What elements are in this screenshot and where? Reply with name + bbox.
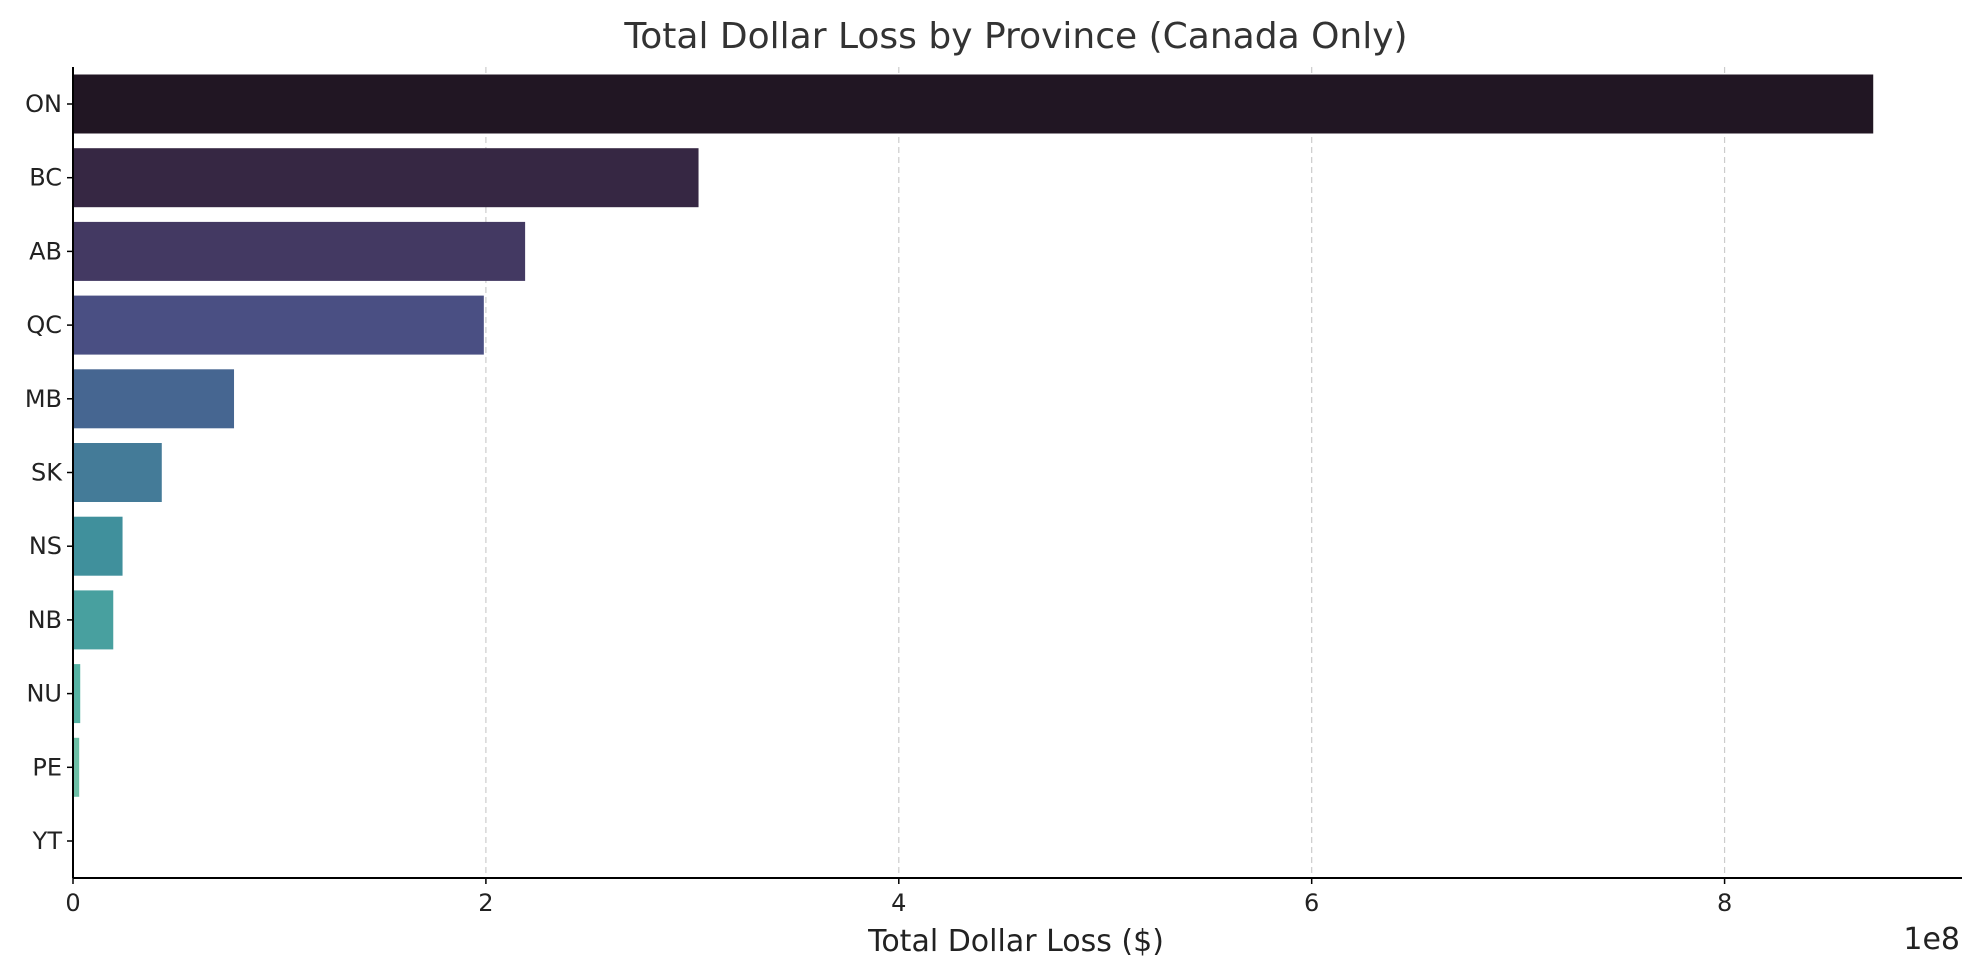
x-axis-label: Total Dollar Loss ($) xyxy=(867,924,1164,959)
y-tick-label-nb: NB xyxy=(28,606,62,634)
bars xyxy=(73,74,1874,871)
bar-ab xyxy=(73,221,526,281)
grid-lines xyxy=(485,67,1726,878)
bar-nu xyxy=(73,664,81,724)
bar-qc xyxy=(73,295,484,355)
x-tick-label-8: 8 xyxy=(1717,889,1732,917)
y-tick-label-on: ON xyxy=(25,90,62,118)
y-tick-label-pe: PE xyxy=(32,753,62,781)
axes: ON BC AB QC MB SK NS NB NU PE YT 0 2 4 6 8 xyxy=(25,67,1962,917)
bar-pe xyxy=(73,737,80,797)
y-tick-label-ab: AB xyxy=(29,237,62,265)
y-tick-label-mb: MB xyxy=(25,385,62,413)
x-tick-label-0: 0 xyxy=(65,889,80,917)
y-tick-label-qc: QC xyxy=(26,311,62,339)
x-tick-label-2: 2 xyxy=(478,889,493,917)
bar-bc xyxy=(73,148,699,208)
y-tick-label-sk: SK xyxy=(31,459,63,487)
y-tick-label-ns: NS xyxy=(29,532,62,560)
x-tick-label-6: 6 xyxy=(1304,889,1319,917)
y-tick-label-nu: NU xyxy=(26,680,62,708)
bar-sk xyxy=(73,443,162,502)
y-tick-label-bc: BC xyxy=(29,164,62,192)
bar-mb xyxy=(73,369,235,429)
bar-ns xyxy=(73,516,123,576)
chart-title: Total Dollar Loss by Province (Canada On… xyxy=(623,16,1407,57)
x-tick-label-4: 4 xyxy=(891,889,906,917)
bar-nb xyxy=(73,590,114,650)
y-tick-label-yt: YT xyxy=(32,827,63,855)
x-axis-offset-label: 1e8 xyxy=(1903,922,1960,957)
bar-on xyxy=(73,74,1874,134)
